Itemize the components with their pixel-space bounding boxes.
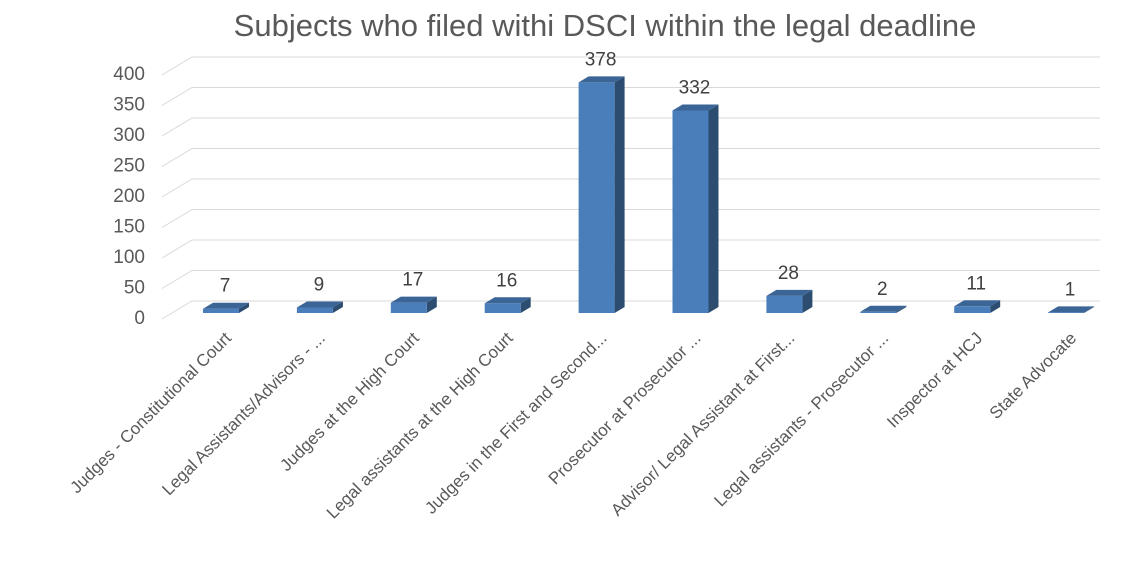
y-tick-label: 300 (113, 125, 145, 146)
data-label: 7 (220, 276, 231, 297)
bar-top (296, 301, 343, 308)
y-tick-label: 100 (113, 247, 145, 268)
bar-top (484, 297, 531, 304)
y-tick-label: 250 (113, 156, 145, 177)
data-label: 9 (314, 275, 325, 296)
bar-side (990, 300, 1001, 313)
data-label: 16 (496, 270, 517, 291)
bar-top (860, 305, 907, 312)
grid-line (161, 148, 1100, 167)
bar-side (802, 289, 813, 313)
y-tick-label: 50 (124, 278, 145, 299)
x-tick-label: State Advocate (986, 329, 1080, 423)
bar-top (1048, 306, 1095, 313)
bar (484, 303, 521, 313)
grid-line (161, 56, 1100, 76)
bar (954, 306, 991, 313)
bar-top (766, 289, 813, 296)
data-label: 17 (402, 270, 423, 291)
y-tick-label: 0 (134, 308, 145, 329)
bar-side (708, 104, 719, 313)
bar-top (390, 296, 437, 303)
bar-side (332, 301, 343, 313)
bar (860, 311, 897, 313)
x-tick-label: Inspector at HCJ (883, 329, 986, 432)
data-label: 28 (778, 263, 799, 284)
grid-line (161, 87, 1100, 106)
bar-side (1084, 306, 1095, 313)
y-tick-label: 200 (113, 186, 145, 207)
y-tick-label: 150 (113, 217, 145, 238)
data-label: 2 (877, 279, 888, 300)
bar-side (239, 302, 249, 313)
grid-line (161, 178, 1100, 198)
grid-line (161, 270, 1100, 289)
y-tick-label: 400 (113, 64, 145, 85)
bar-top (672, 104, 719, 111)
grid-line (161, 117, 1100, 137)
data-label: 11 (966, 273, 986, 294)
bar-top (203, 302, 249, 309)
bar (296, 307, 333, 313)
bar-top (578, 76, 625, 83)
x-tick-label: Prosecutor at Prosecutor ... (545, 329, 705, 489)
bar (672, 110, 709, 313)
data-label: 378 (585, 49, 617, 70)
x-tick-label: Judges - Constitutional Court (67, 328, 236, 497)
grid-line (161, 239, 1100, 259)
bar-side (520, 297, 531, 313)
bar (203, 308, 239, 313)
bar-side (426, 296, 437, 313)
data-label: 332 (679, 77, 711, 98)
chart-title: Subjects who filed withi DSCI within the… (234, 8, 977, 43)
x-tick-label: Legal Assistants/Advisors - ... (158, 329, 328, 499)
bar (1048, 312, 1085, 313)
bar (390, 302, 427, 313)
bar (766, 295, 803, 313)
x-tick-label: Legal assistants at the High Court (323, 328, 517, 522)
data-label: 1 (1065, 279, 1076, 300)
bar (578, 82, 615, 313)
bar-side (614, 76, 625, 313)
x-tick-label: Judges in the First and Second... (421, 329, 610, 518)
bar-side (896, 305, 907, 313)
y-tick-label: 350 (113, 95, 145, 116)
x-tick-label: Advisor/ Legal Assistant at First... (607, 329, 798, 520)
bar-top (954, 300, 1001, 307)
x-tick-label: Legal assistants - Prosecutor ... (710, 329, 892, 511)
grid-line (161, 209, 1100, 228)
